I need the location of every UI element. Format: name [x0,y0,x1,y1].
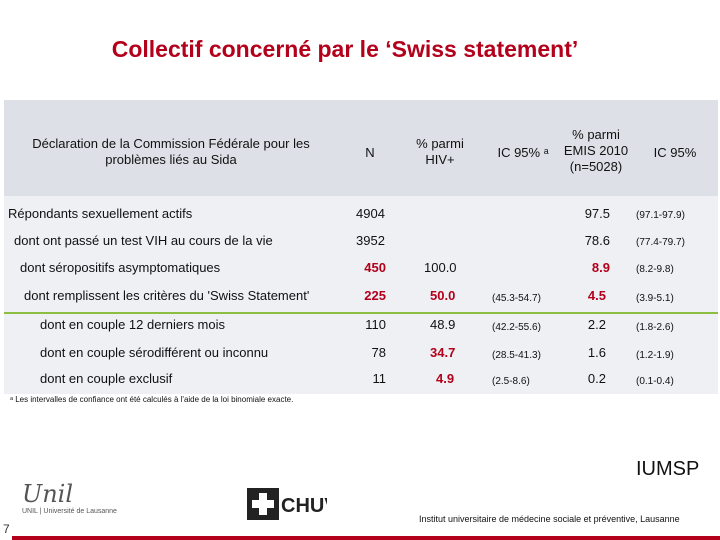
row-n: 225 [364,288,386,303]
row-ic-emis: (3.9-5.1) [636,293,674,304]
row-ic-emis: (97.1-97.9) [636,210,685,221]
row-pct-emis: 2.2 [587,317,606,332]
row-n: 450 [364,260,386,275]
header-ic95: IC 95% [653,145,697,160]
row-label: Répondants sexuellement actifs [8,206,193,221]
row-pct-emis: 4.5 [587,288,606,303]
iumsp-logo-text: IUMSP [636,458,700,480]
row-ic-emis: (1.8-2.6) [636,322,674,333]
page-number: 7 [3,522,10,536]
row-pct-hiv: 100.0 [424,260,457,275]
header-n: N [365,145,375,160]
row-pct-hiv: 4.9 [436,371,455,386]
row-label: dont séropositifs asymptomatiques [20,260,221,275]
row-ic-hiv: (2.5-8.6) [492,376,530,387]
row-ic-hiv: (28.5-41.3) [492,350,541,361]
row-pct-emis: 78.6 [584,233,610,248]
swiss-statement-divider [4,312,718,314]
row-label: dont en couple 12 derniers mois [40,317,226,332]
table-header-band [4,100,718,196]
row-ic-emis: (0.1-0.4) [636,376,674,387]
chuv-logo: CHUV [247,488,338,525]
row-ic-hiv: (42.2-55.6) [492,322,541,333]
footnote: ᵃ Les intervalles de confiance ont été c… [10,395,294,404]
row-pct-hiv: 34.7 [430,345,456,360]
chuv-mark-icon: CHUV [247,488,338,520]
row-pct-emis: 8.9 [591,260,610,275]
row-pct-emis: 97.5 [584,206,610,221]
row-ic-emis: (77.4-79.7) [636,237,685,248]
unil-subtitle: UNIL | Université de Lausanne [22,508,117,515]
table-body-band [4,196,718,394]
row-pct-emis: 1.6 [587,345,606,360]
header-ic95-a: IC 95% ᵃ [497,145,549,160]
row-n: 3952 [356,233,385,248]
row-pct-hiv: 50.0 [430,288,456,303]
row-ic-hiv: (45.3-54.7) [492,293,541,304]
row-n: 4904 [356,206,385,221]
row-ic-emis: (8.2-9.8) [636,264,674,275]
row-label: dont en couple sérodifférent ou inconnu [40,345,269,360]
row-label: dont en couple exclusif [40,371,173,386]
header-pct-hiv: % parmi HIV+ [416,136,464,167]
header-declaration: Déclaration de la Commission Fédérale po… [32,136,310,167]
chuv-text: CHUV [281,495,327,517]
row-n: 11 [372,371,387,386]
unil-wordmark: Unil [22,480,74,508]
row-n: 78 [371,345,386,360]
row-ic-emis: (1.2-1.9) [636,350,674,361]
bottom-bar [0,524,720,540]
page-title: Collectif concerné par le ‘Swiss stateme… [111,36,579,62]
row-n: 110 [365,317,386,332]
row-pct-emis: 0.2 [587,371,606,386]
row-label: dont remplissent les critères du 'Swiss … [24,288,310,303]
institute-name: Institut universitaire de médecine socia… [419,514,680,524]
header-pct-emis: % parmi EMIS 2010 (n=5028) [563,127,629,174]
unil-logo: Unil UNIL | Université de Lausanne [22,482,117,515]
row-pct-hiv: 48.9 [430,317,456,332]
row-label: dont ont passé un test VIH au cours de l… [14,233,273,248]
